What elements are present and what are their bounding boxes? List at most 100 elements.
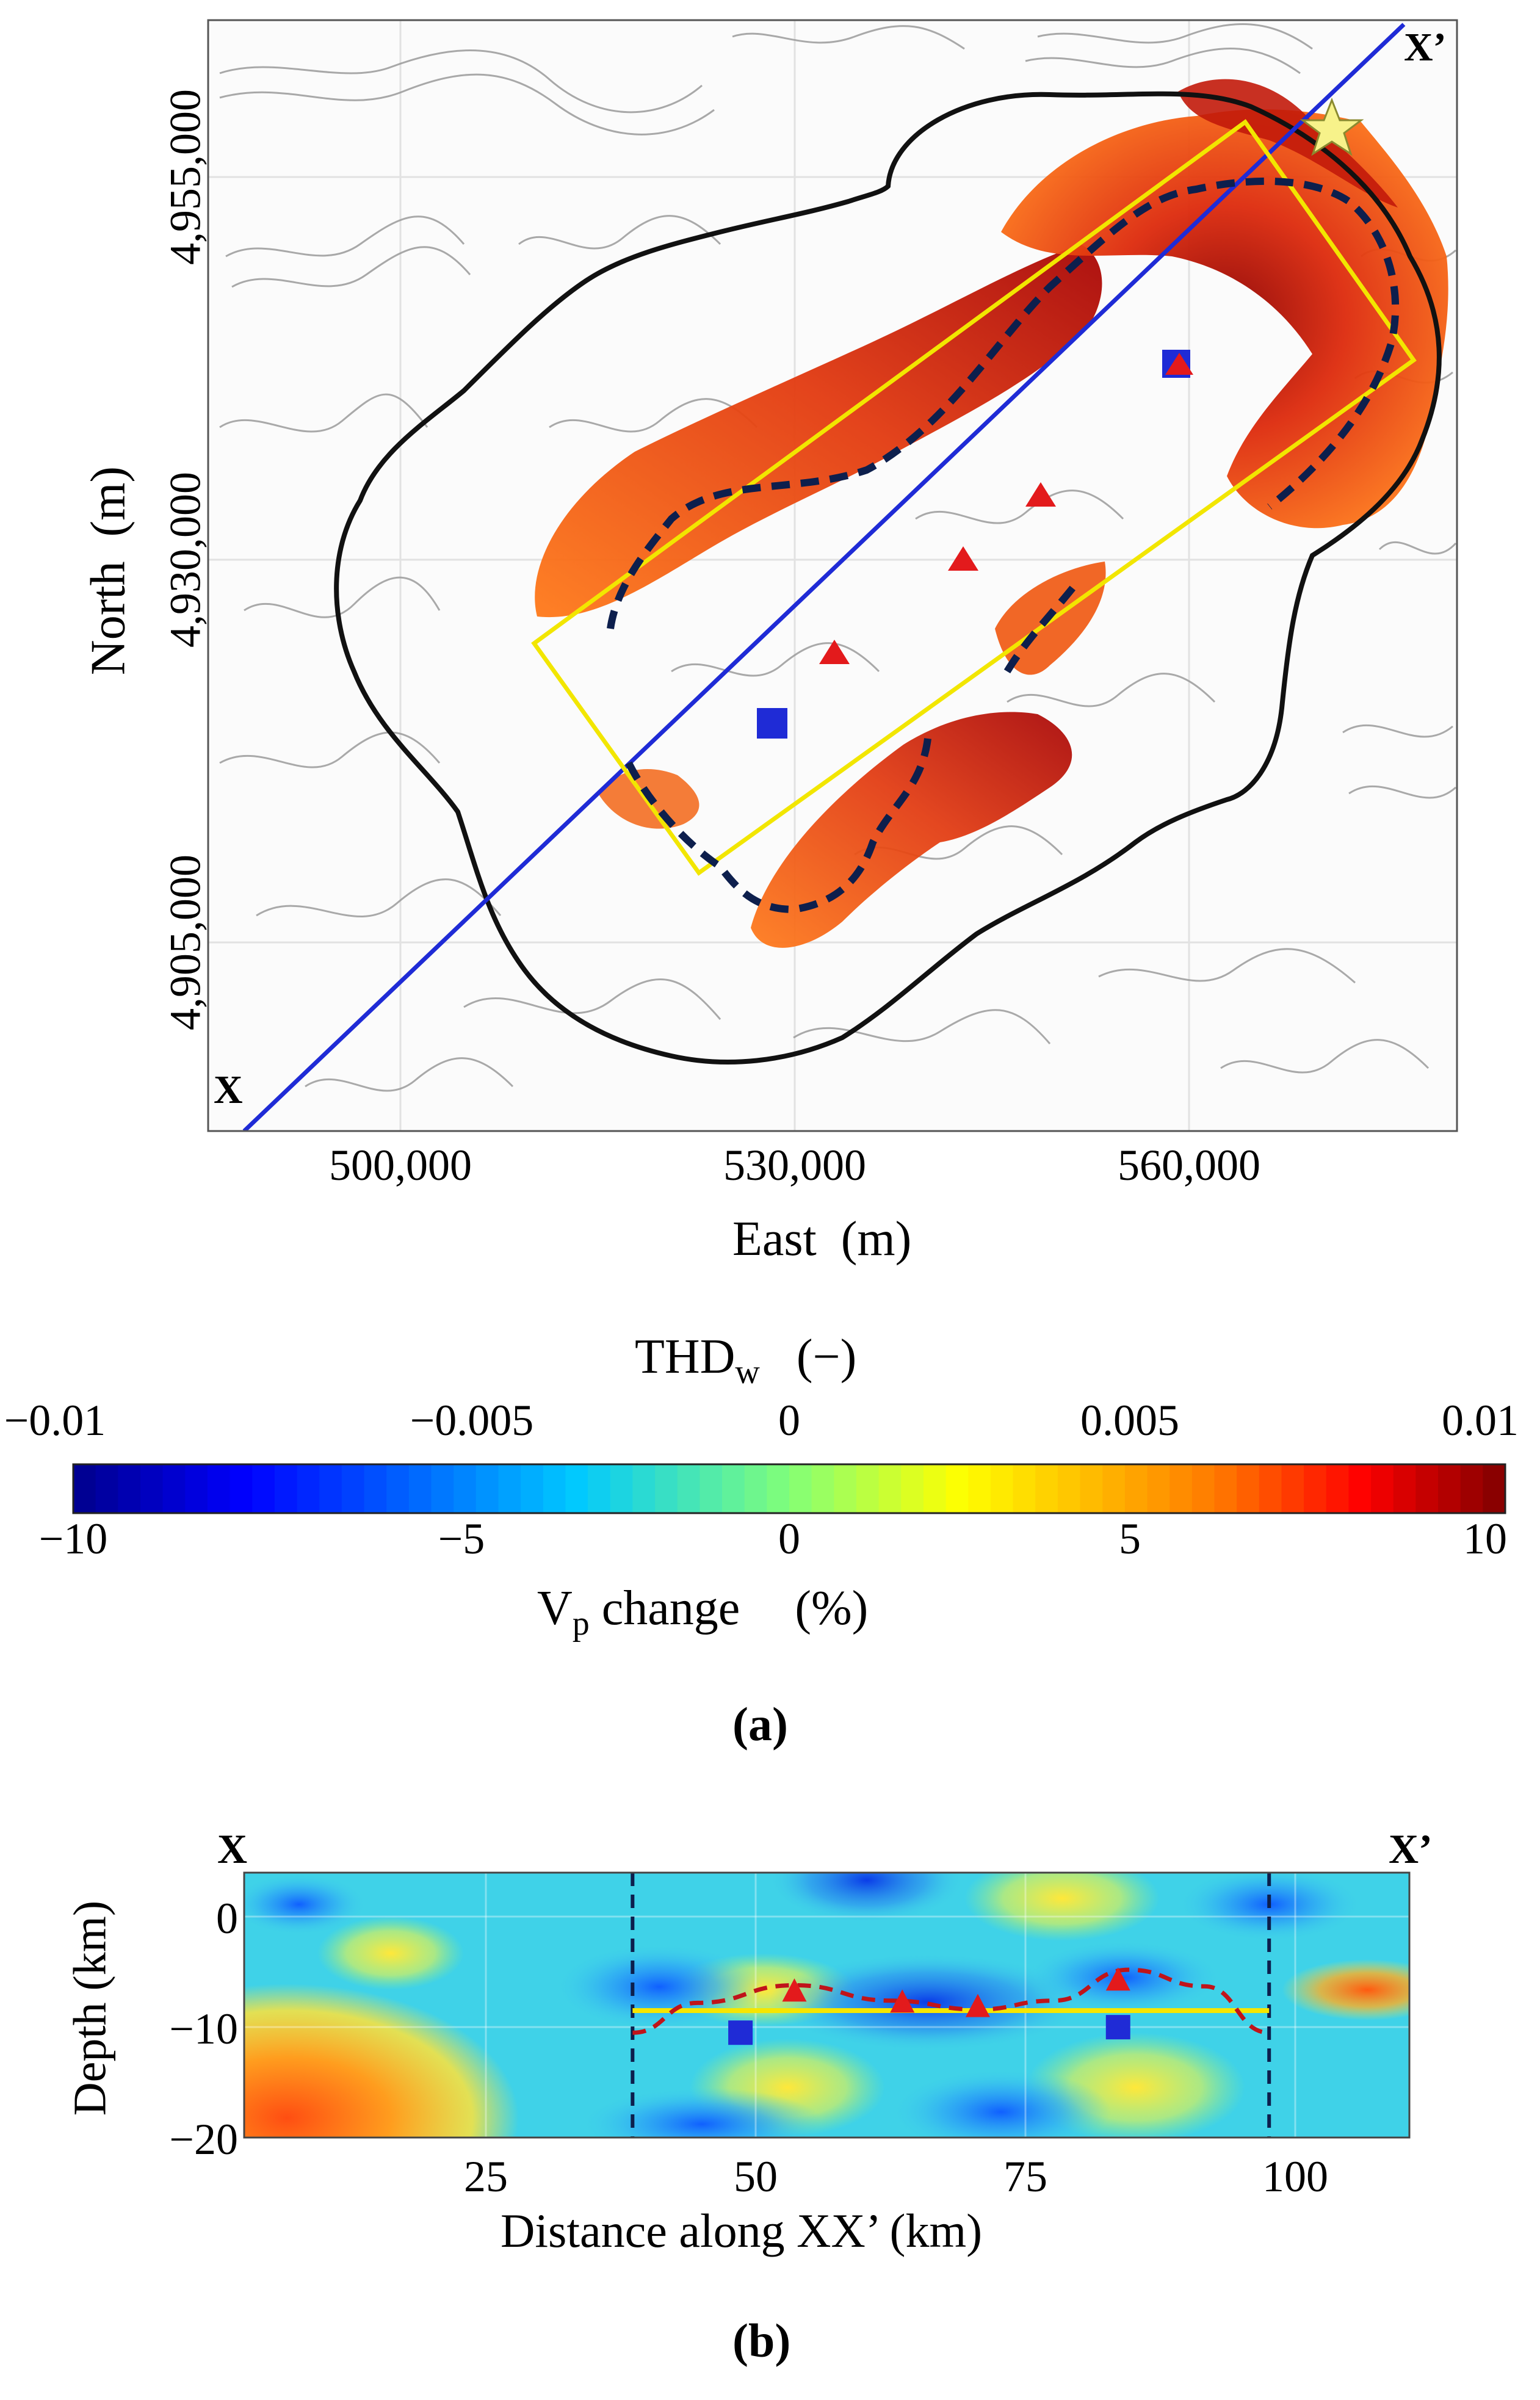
map-x-tick: 500,000	[329, 1141, 472, 1190]
triangle-markers	[819, 482, 1056, 664]
colorbar-step	[408, 1464, 432, 1513]
colorbar-step	[1348, 1464, 1372, 1513]
map-frame	[207, 19, 1458, 1132]
section-heatmap	[244, 1873, 1409, 2138]
colorbar-step	[341, 1464, 365, 1513]
map-x-label-unit: (m)	[840, 1212, 912, 1266]
map-x-tick: 530,000	[723, 1141, 866, 1190]
colorbar-step	[319, 1464, 342, 1513]
colorbar-step	[789, 1464, 812, 1513]
colorbar-top-tick: −0.01	[4, 1396, 106, 1445]
section-x-label: Distance along XX’ (km)	[501, 2204, 983, 2257]
colorbar-step	[700, 1464, 723, 1513]
colorbar-step	[945, 1464, 969, 1513]
section-square-marker	[1105, 2015, 1130, 2040]
dashed-outlines	[607, 177, 1400, 914]
colorbar-step	[990, 1464, 1014, 1513]
colorbar-step	[1191, 1464, 1215, 1513]
section-x-tick: 25	[464, 2152, 508, 2201]
colorbar-top-title-main: THD	[635, 1330, 736, 1384]
colorbar-step	[722, 1464, 745, 1513]
colorbar-step	[297, 1464, 320, 1513]
colorbar-step	[364, 1464, 387, 1513]
colorbar-step	[1438, 1464, 1461, 1513]
section-x-tick: 50	[734, 2152, 778, 2201]
colorbar-step	[1169, 1464, 1193, 1513]
colorbar-top-tick: 0.01	[1442, 1396, 1519, 1445]
colorbar-step	[95, 1464, 118, 1513]
section-y-tick: −20	[169, 2115, 238, 2164]
section-y-tick: −10	[169, 2004, 238, 2053]
section-square-marker	[728, 2020, 753, 2045]
colorbar-step	[1393, 1464, 1416, 1513]
corner-label-x-prime: X’	[1404, 25, 1447, 70]
colorbar-top-tick: −0.005	[410, 1396, 534, 1445]
colorbar-svg	[72, 1463, 1506, 1514]
star-marker	[1300, 97, 1364, 156]
colorbar-top-tick: 0.005	[1080, 1396, 1179, 1445]
dashed-outline-northwest	[607, 177, 1400, 629]
map-figure	[207, 19, 1458, 1132]
colorbar-step	[386, 1464, 410, 1513]
colorbar-step	[1035, 1464, 1058, 1513]
section-triangle-marker	[890, 1989, 915, 2013]
topographic-contours	[219, 23, 1457, 1092]
colorbar-step	[565, 1464, 588, 1513]
section-x-tick: 75	[1003, 2152, 1047, 2201]
colorbar-step	[475, 1464, 499, 1513]
square-marker	[757, 708, 787, 739]
map-x-label: East (m)	[732, 1212, 911, 1267]
colorbar-step	[1415, 1464, 1439, 1513]
colorbar-step	[588, 1464, 611, 1513]
section-grid	[244, 1873, 1409, 2138]
colorbar-step	[856, 1464, 880, 1513]
map-y-tick: 4,930,000	[161, 472, 210, 648]
triangle-marker	[1165, 353, 1193, 375]
colorbar-step	[968, 1464, 991, 1513]
colorbar-step	[431, 1464, 454, 1513]
colorbar-step	[1460, 1464, 1483, 1513]
colorbar-step	[118, 1464, 141, 1513]
anomaly-patch-northeast	[1001, 109, 1448, 529]
colorbar-bottom-title-unit: (%)	[795, 1581, 869, 1635]
colorbar-step	[655, 1464, 678, 1513]
map-y-label-main: North	[81, 561, 136, 676]
profile-line	[242, 23, 1406, 1131]
colorbar-step	[521, 1464, 544, 1513]
panel-a-caption: (a)	[732, 1697, 788, 1751]
section-triangle-marker	[1105, 1967, 1130, 1991]
colorbar-step	[1281, 1464, 1304, 1513]
section-markers	[728, 1967, 1130, 2045]
section-triangle-marker	[782, 1978, 807, 2002]
section-vertical-dashed-lines	[631, 1873, 1271, 2138]
section-title-left: X	[217, 1826, 248, 1872]
section-y-label: Depth (km)	[64, 1900, 116, 2116]
anomaly-patches	[535, 79, 1448, 948]
map-y-label-unit: (m)	[81, 466, 136, 537]
corner-label-x: X	[214, 1068, 243, 1112]
colorbar-step	[1057, 1464, 1081, 1513]
colorbar-step	[923, 1464, 947, 1513]
colorbar-bottom-tick: −10	[38, 1514, 108, 1563]
map-y-tick: 4,955,000	[161, 89, 210, 265]
map-y-tick: 4,905,000	[161, 855, 210, 1030]
colorbar-step	[252, 1464, 275, 1513]
colorbar-step	[878, 1464, 902, 1513]
colorbar-steps	[73, 1464, 1506, 1513]
colorbar-top-title-unit: (−)	[796, 1330, 857, 1384]
colorbar-step	[610, 1464, 634, 1513]
anomaly-patch-south	[751, 712, 1072, 948]
section-triangle-marker	[965, 1993, 990, 2017]
anomaly-patch-northeast-cap	[1178, 79, 1398, 208]
colorbar-step	[1214, 1464, 1237, 1513]
colorbar-step	[207, 1464, 231, 1513]
colorbar-step	[454, 1464, 477, 1513]
colorbar-step	[1371, 1464, 1394, 1513]
anomaly-patch-northwest	[535, 244, 1102, 618]
colorbar-step	[230, 1464, 253, 1513]
colorbar-step	[185, 1464, 208, 1513]
colorbar-bottom-tick: 10	[1463, 1514, 1507, 1563]
colorbar-top-tick: 0	[778, 1396, 800, 1445]
colorbar-step	[140, 1464, 164, 1513]
colorbar-frame	[72, 1463, 1506, 1514]
